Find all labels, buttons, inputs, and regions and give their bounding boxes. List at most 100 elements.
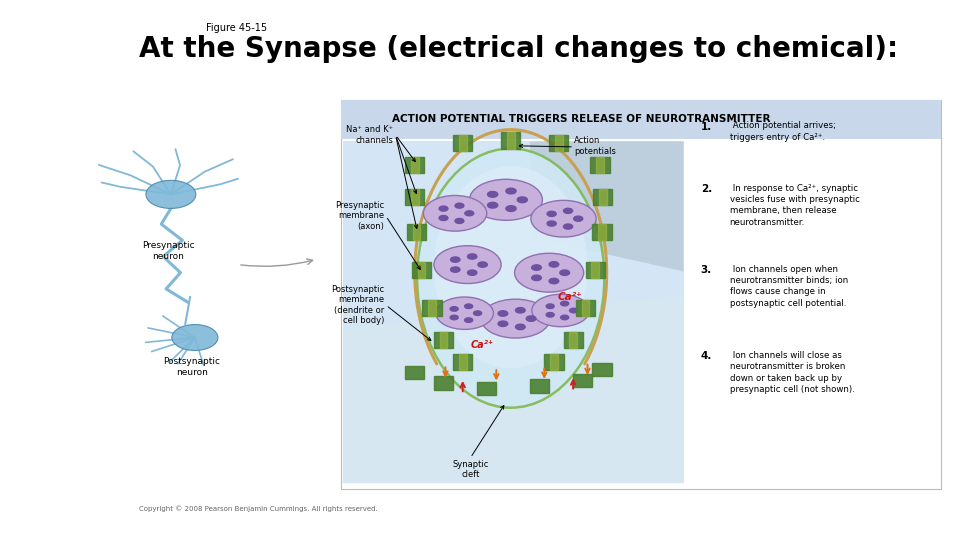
Circle shape xyxy=(564,208,572,213)
Circle shape xyxy=(450,315,458,320)
Polygon shape xyxy=(530,141,684,272)
Bar xyxy=(405,189,424,205)
Circle shape xyxy=(546,304,554,308)
Circle shape xyxy=(455,219,464,224)
Bar xyxy=(596,157,604,173)
Circle shape xyxy=(517,197,527,202)
Text: Presynaptic
membrane
(axon): Presynaptic membrane (axon) xyxy=(335,201,384,231)
Circle shape xyxy=(526,316,536,321)
Bar xyxy=(599,189,607,205)
Text: Action
potentials: Action potentials xyxy=(574,136,616,156)
FancyBboxPatch shape xyxy=(341,100,941,489)
Circle shape xyxy=(560,270,569,275)
Text: In response to Ca²⁺, synaptic
vesicles fuse with presynaptic
membrane, then rele: In response to Ca²⁺, synaptic vesicles f… xyxy=(730,184,859,227)
Bar xyxy=(593,189,612,205)
Bar xyxy=(544,354,564,370)
Circle shape xyxy=(436,297,493,329)
Text: Na⁺ and K⁺
channels: Na⁺ and K⁺ channels xyxy=(347,125,394,145)
Bar xyxy=(405,366,424,379)
Text: 3.: 3. xyxy=(701,265,712,275)
Bar xyxy=(459,135,467,151)
Bar xyxy=(564,332,583,348)
Text: Synaptic
cleft: Synaptic cleft xyxy=(452,460,489,480)
Circle shape xyxy=(532,294,589,327)
Circle shape xyxy=(488,192,497,197)
Bar xyxy=(591,262,599,278)
Circle shape xyxy=(516,308,525,313)
Circle shape xyxy=(549,278,559,284)
Bar xyxy=(590,157,610,173)
Bar xyxy=(411,157,419,173)
Bar xyxy=(598,224,606,240)
Circle shape xyxy=(439,215,448,220)
Bar xyxy=(411,189,419,205)
Circle shape xyxy=(547,221,556,226)
Circle shape xyxy=(574,216,583,221)
Bar xyxy=(440,332,447,348)
Text: 4.: 4. xyxy=(701,351,712,361)
Bar xyxy=(418,262,425,278)
Circle shape xyxy=(465,211,473,216)
Circle shape xyxy=(450,267,460,272)
Bar xyxy=(453,354,472,370)
Bar xyxy=(405,157,424,173)
Circle shape xyxy=(532,265,541,271)
Ellipse shape xyxy=(434,166,588,368)
Circle shape xyxy=(481,299,550,338)
Circle shape xyxy=(146,180,196,208)
Bar xyxy=(582,300,589,316)
Text: Action potential arrives;
triggers entry of Ca²⁺.: Action potential arrives; triggers entry… xyxy=(730,122,835,142)
Text: At the Synapse (electrical changes to chemical):: At the Synapse (electrical changes to ch… xyxy=(139,35,898,63)
Text: Ca²⁺: Ca²⁺ xyxy=(558,292,583,302)
Text: ACTION POTENTIAL TRIGGERS RELEASE OF NEUROTRANSMITTER: ACTION POTENTIAL TRIGGERS RELEASE OF NEU… xyxy=(392,114,770,124)
Bar xyxy=(576,300,595,316)
Bar xyxy=(555,135,563,151)
Circle shape xyxy=(561,315,568,320)
Circle shape xyxy=(506,188,516,194)
Bar xyxy=(459,354,467,370)
Circle shape xyxy=(516,324,525,329)
Bar xyxy=(592,224,612,240)
Circle shape xyxy=(515,253,584,292)
Circle shape xyxy=(506,206,516,212)
Circle shape xyxy=(434,246,501,284)
Bar xyxy=(501,132,520,149)
Circle shape xyxy=(498,310,508,316)
Circle shape xyxy=(450,307,458,311)
Text: Ion channels will close as
neurotransmitter is broken
down or taken back up by
p: Ion channels will close as neurotransmit… xyxy=(730,351,854,394)
Bar xyxy=(530,379,549,393)
Circle shape xyxy=(561,301,568,306)
Text: Figure 45-15: Figure 45-15 xyxy=(206,23,268,33)
Circle shape xyxy=(450,257,460,262)
Bar xyxy=(453,135,472,151)
Circle shape xyxy=(465,318,472,322)
Text: Presynaptic
neuron: Presynaptic neuron xyxy=(142,241,194,261)
Bar xyxy=(407,224,426,240)
Bar xyxy=(434,332,453,348)
Circle shape xyxy=(478,262,488,267)
Circle shape xyxy=(569,308,578,313)
Text: Ca²⁺: Ca²⁺ xyxy=(470,340,493,350)
Bar xyxy=(549,135,568,151)
Bar xyxy=(586,262,605,278)
Text: Postsynaptic
membrane
(dendrite or
cell body): Postsynaptic membrane (dendrite or cell … xyxy=(331,285,384,325)
Circle shape xyxy=(439,206,448,211)
Bar xyxy=(422,300,442,316)
Circle shape xyxy=(465,304,472,308)
Text: Copyright © 2008 Pearson Benjamin Cummings. All rights reserved.: Copyright © 2008 Pearson Benjamin Cummin… xyxy=(139,505,378,512)
Circle shape xyxy=(547,211,556,217)
Circle shape xyxy=(468,254,477,259)
Circle shape xyxy=(469,179,542,220)
Bar xyxy=(477,382,496,395)
Bar xyxy=(413,224,420,240)
Bar xyxy=(569,332,577,348)
Bar xyxy=(412,262,431,278)
Text: Postsynaptic
neuron: Postsynaptic neuron xyxy=(163,357,221,377)
Bar xyxy=(434,376,453,390)
Text: 1.: 1. xyxy=(701,122,712,132)
Circle shape xyxy=(498,321,508,327)
Text: Ion channels open when
neurotransmitter binds; ion
flows cause change in
postsyn: Ion channels open when neurotransmitter … xyxy=(730,265,848,308)
Circle shape xyxy=(531,200,596,237)
Circle shape xyxy=(468,270,477,275)
Circle shape xyxy=(564,224,572,229)
